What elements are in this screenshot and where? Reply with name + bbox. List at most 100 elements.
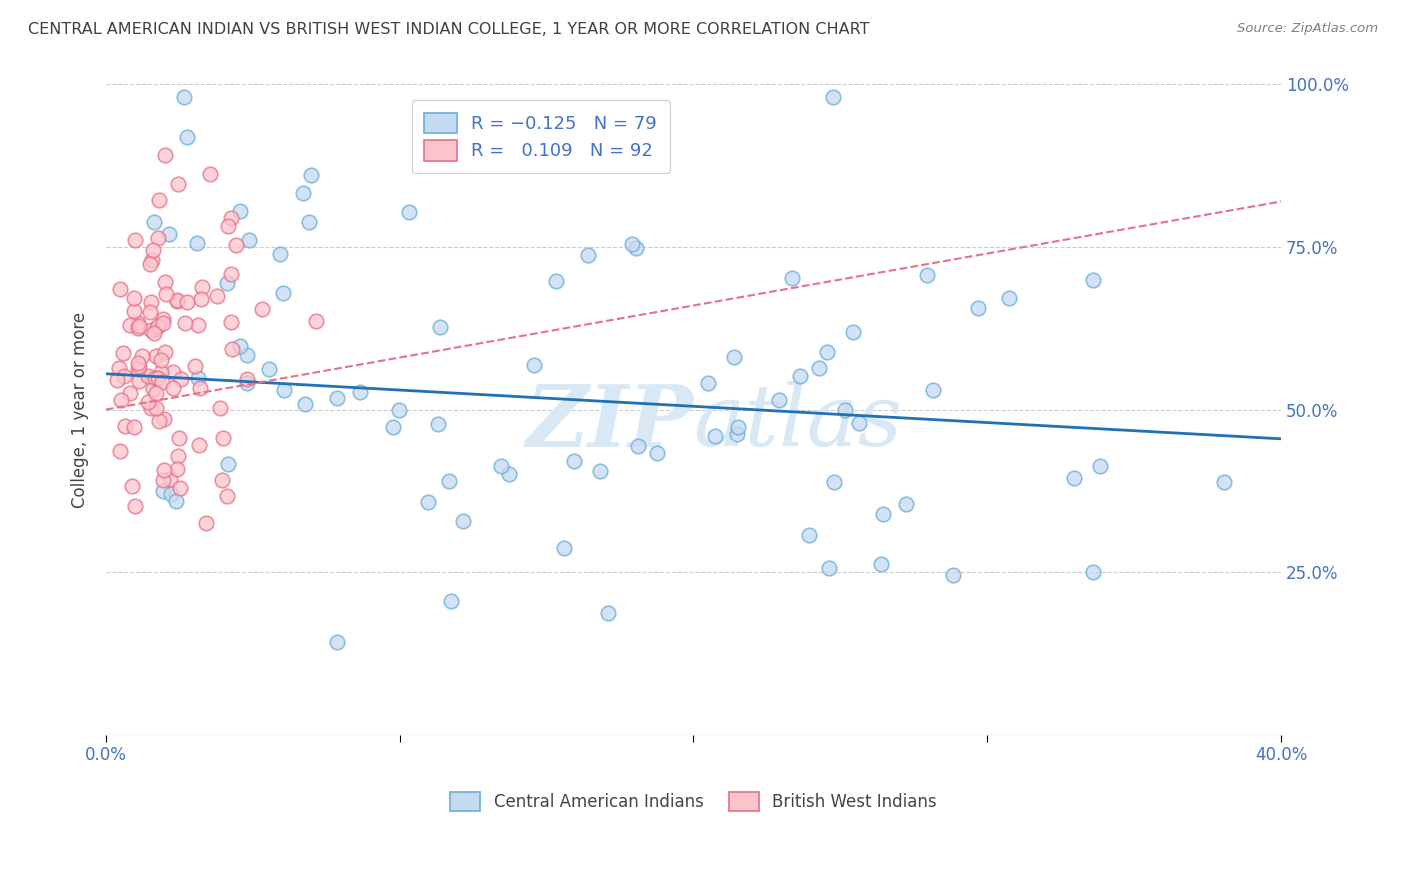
Point (152, 473, 174, 487)
Point (167, 178, 190, 192)
Point (150, 375, 173, 389)
Point (1088, 458, 1111, 473)
Point (1081, 273, 1104, 287)
Point (238, 233, 260, 247)
Point (143, 326, 166, 341)
Point (440, 594, 463, 608)
Point (427, 417, 450, 432)
Point (114, 419, 136, 434)
Point (149, 365, 172, 379)
Point (122, 291, 145, 305)
Point (823, 475, 845, 490)
Point (162, 381, 184, 395)
Point (184, 359, 207, 373)
Point (174, 316, 197, 330)
Point (211, 473, 233, 487)
Point (418, 495, 440, 509)
Point (105, 374, 128, 388)
Point (217, 457, 239, 471)
Point (112, 346, 135, 360)
Point (131, 349, 153, 363)
Point (141, 323, 163, 337)
Point (818, 561, 841, 575)
Point (870, 558, 893, 572)
Point (872, 507, 894, 521)
Point (398, 205, 420, 219)
Point (169, 481, 191, 495)
Point (127, 356, 149, 370)
Point (128, 359, 150, 373)
Text: ZIP: ZIP (526, 381, 693, 465)
Point (576, 248, 599, 262)
Point (225, 238, 247, 252)
Point (269, 247, 291, 261)
Point (136, 395, 159, 409)
Point (789, 368, 811, 383)
Point (118, 318, 141, 332)
Point (292, 186, 315, 200)
Point (841, 325, 863, 339)
Point (349, 385, 371, 400)
Point (128, 375, 150, 389)
Point (252, 302, 274, 317)
Point (166, 293, 188, 308)
Point (143, 322, 166, 336)
Point (188, 381, 211, 395)
Point (388, 403, 411, 417)
Point (848, 416, 870, 430)
Point (127, 362, 149, 376)
Point (176, 130, 198, 145)
Point (221, 211, 243, 225)
Point (145, 349, 167, 363)
Point (1081, 565, 1104, 579)
Point (305, 313, 328, 327)
Point (121, 479, 143, 493)
Point (439, 474, 461, 488)
Text: Source: ZipAtlas.com: Source: ZipAtlas.com (1237, 22, 1378, 36)
Point (942, 568, 965, 582)
Point (118, 385, 141, 400)
Point (153, 412, 176, 426)
Point (382, 420, 405, 434)
Point (167, 431, 190, 445)
Point (146, 370, 169, 384)
Point (325, 635, 347, 649)
Point (128, 318, 150, 333)
Point (165, 494, 187, 508)
Point (229, 204, 252, 219)
Point (922, 384, 945, 398)
Point (153, 275, 176, 289)
Point (211, 430, 233, 444)
Point (187, 318, 209, 332)
Point (145, 401, 167, 415)
Point (273, 383, 295, 397)
Point (917, 268, 939, 282)
Point (797, 528, 820, 542)
Point (205, 289, 228, 303)
Point (624, 241, 647, 255)
Point (159, 472, 181, 486)
Point (176, 295, 198, 310)
Point (153, 148, 176, 162)
Point (780, 271, 803, 285)
Point (152, 463, 174, 477)
Point (195, 516, 218, 531)
Point (725, 427, 748, 442)
Point (768, 392, 790, 407)
Point (298, 215, 321, 229)
Point (139, 305, 162, 319)
Point (704, 429, 727, 443)
Point (145, 386, 167, 401)
Point (562, 454, 585, 468)
Point (127, 316, 149, 330)
Point (221, 342, 243, 356)
Point (598, 606, 620, 620)
Point (645, 446, 668, 460)
Point (108, 361, 131, 376)
Point (152, 483, 174, 498)
Point (155, 287, 177, 301)
Point (621, 236, 644, 251)
Point (166, 461, 188, 475)
Point (190, 292, 212, 306)
Point (159, 227, 181, 242)
